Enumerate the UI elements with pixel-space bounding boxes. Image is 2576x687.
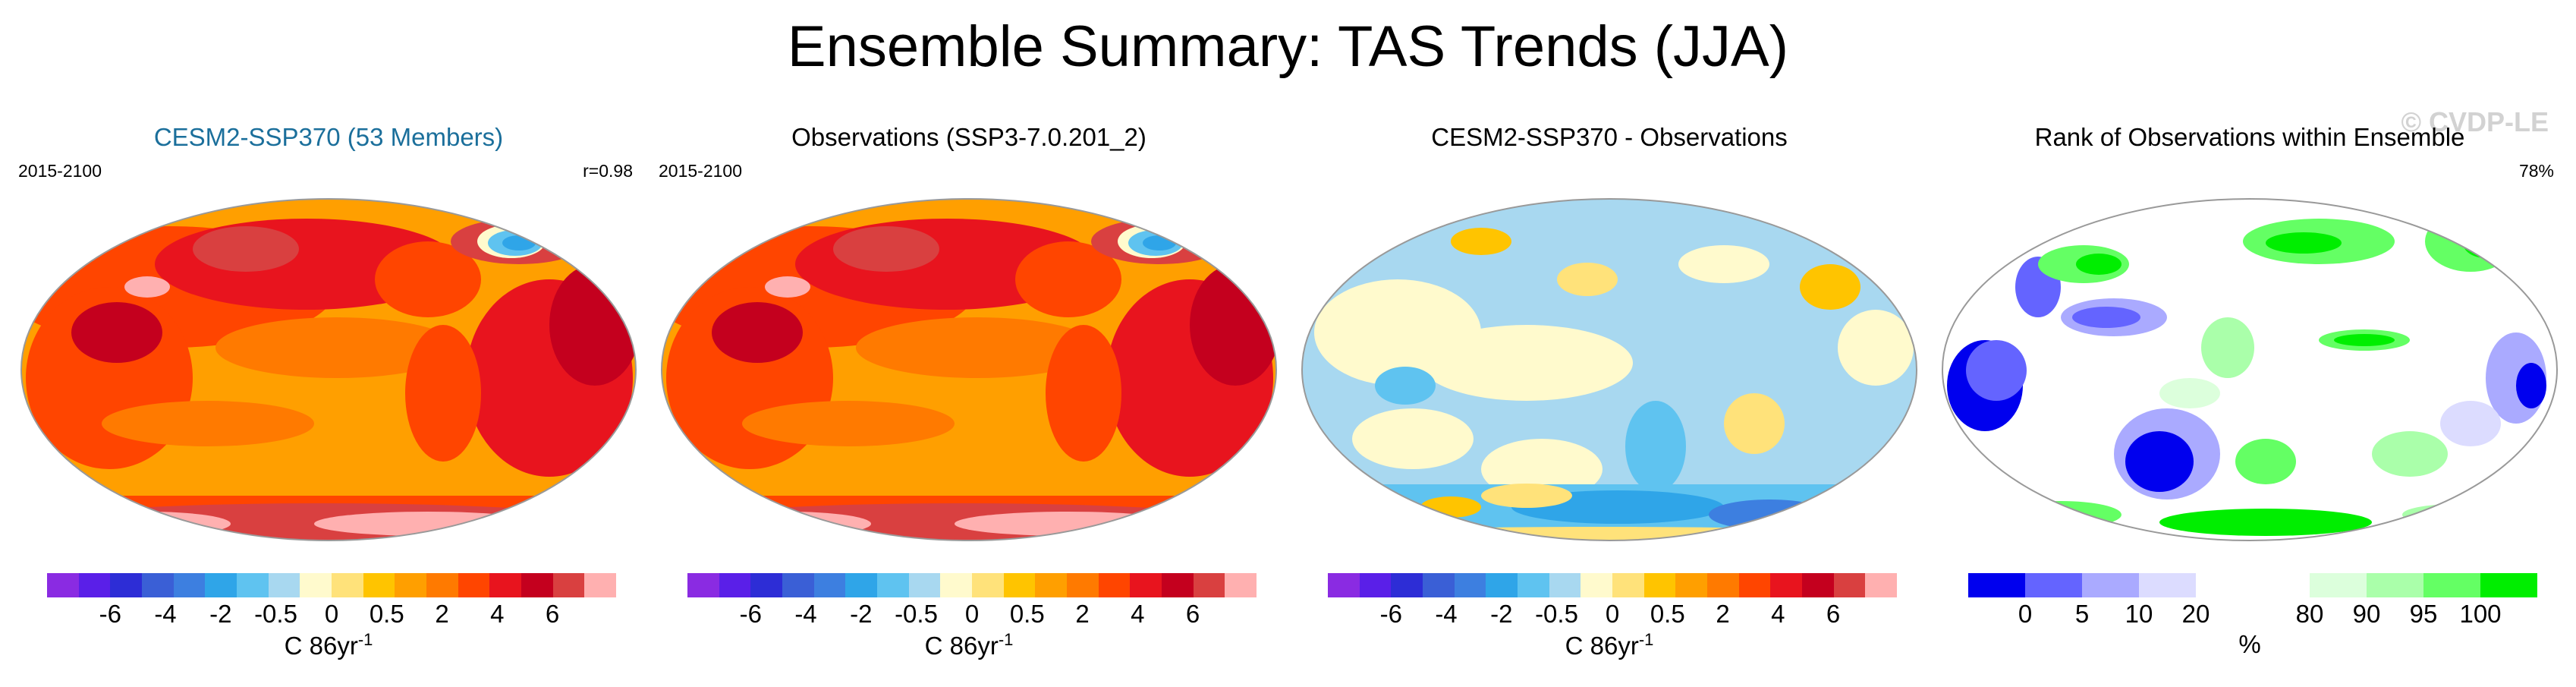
panel-observations: Observations (SSP3-7.0.201_2) 2015-2100	[654, 114, 1284, 683]
panel-title: CESM2-SSP370 - Observations	[1431, 123, 1788, 151]
tick-label: 5	[2074, 600, 2090, 628]
panel-difference: CESM2-SSP370 - Observations	[1294, 114, 1924, 683]
tick-label: 2	[435, 600, 449, 628]
trend-map	[20, 198, 637, 541]
colorbar-ticks: -6 -4 -2 -0.5 0 0.5 2 4 6	[687, 600, 1257, 638]
page-title: Ensemble Summary: TAS Trends (JJA)	[787, 14, 1789, 79]
tick-label: -0.5	[1535, 600, 1578, 628]
tick-label: 4	[1771, 600, 1785, 628]
tick-label: -4	[154, 600, 177, 628]
tick-label: 6	[1826, 600, 1841, 628]
tick-label: -4	[794, 600, 817, 628]
panel-title: Rank of Observations within Ensemble	[2034, 123, 2465, 151]
colorbar	[1968, 573, 2537, 597]
colorbar-units: C 86yr-1	[924, 630, 1014, 660]
tick-label: -2	[1490, 600, 1513, 628]
colorbar	[47, 573, 617, 597]
tick-label: 0	[1605, 600, 1620, 628]
tick-label: -2	[850, 600, 873, 628]
tick-label: 90	[2352, 600, 2381, 628]
tick-label: 10	[2125, 600, 2153, 628]
tick-label: 80	[2295, 600, 2324, 628]
rank-percent-label: 78%	[2518, 161, 2554, 181]
period-label: 2015-2100	[18, 161, 102, 181]
correlation-label: r=0.98	[583, 161, 633, 181]
tick-label: -6	[739, 600, 762, 628]
difference-map	[1301, 198, 1917, 541]
tick-label: -0.5	[895, 600, 938, 628]
tick-label: 2	[1075, 600, 1090, 628]
colorbar-ticks: 0 5 10 20 80 90 95 100	[1968, 600, 2537, 638]
tick-label: 6	[545, 600, 560, 628]
colorbar-units: C 86yr-1	[1565, 630, 1654, 660]
panel-model: CESM2-SSP370 (53 Members) 2015-2100 r=0.…	[14, 114, 643, 683]
colorbar	[687, 573, 1257, 597]
tick-label: 2	[1716, 600, 1730, 628]
colorbar	[1328, 573, 1898, 597]
rank-map	[1942, 198, 2558, 541]
tick-label: 0.5	[1009, 600, 1045, 628]
tick-label: 0	[964, 600, 980, 628]
tick-label: -6	[99, 600, 121, 628]
tick-label: 6	[1185, 600, 1200, 628]
tick-label: 20	[2181, 600, 2210, 628]
tick-label: 4	[1131, 600, 1145, 628]
tick-label: 4	[490, 600, 505, 628]
colorbar-ticks: -6 -4 -2 -0.5 0 0.5 2 4 6	[1328, 600, 1897, 638]
period-label: 2015-2100	[659, 161, 742, 181]
tick-label: 0	[2018, 600, 2033, 628]
tick-label: 100	[2459, 600, 2502, 628]
panel-rank: Rank of Observations within Ensemble 78%	[1935, 114, 2565, 683]
tick-label: -6	[1379, 600, 1402, 628]
tick-label: 0	[324, 600, 339, 628]
tick-label: 0.5	[1650, 600, 1685, 628]
panel-title: CESM2-SSP370 (53 Members)	[153, 123, 504, 151]
colorbar-units: %	[2238, 630, 2261, 658]
panel-title: Observations (SSP3-7.0.201_2)	[791, 123, 1146, 151]
tick-label: 0.5	[369, 600, 404, 628]
tick-label: -2	[209, 600, 232, 628]
trend-map	[661, 198, 1277, 541]
tick-label: -4	[1435, 600, 1458, 628]
colorbar-units: C 86yr-1	[284, 630, 373, 660]
colorbar-ticks: -6 -4 -2 -0.5 0 0.5 2 4 6	[47, 600, 616, 638]
tick-label: 95	[2409, 600, 2438, 628]
tick-label: -0.5	[254, 600, 297, 628]
watermark: © CVDP-LE	[2401, 106, 2549, 137]
